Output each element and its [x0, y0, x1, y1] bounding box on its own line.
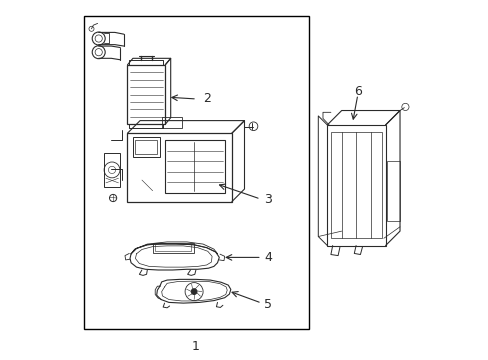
Bar: [84, 16, 309, 329]
Bar: [152, 243, 194, 253]
Text: 2: 2: [203, 93, 210, 105]
Text: 3: 3: [264, 193, 272, 206]
Bar: [165, 140, 224, 193]
Text: 1: 1: [192, 340, 200, 353]
Text: 4: 4: [264, 251, 272, 264]
Bar: [330, 132, 381, 238]
Bar: [162, 117, 181, 128]
Text: 6: 6: [353, 85, 361, 98]
Bar: [155, 244, 191, 251]
Bar: [104, 153, 120, 187]
Bar: [133, 137, 160, 157]
Bar: [135, 140, 157, 154]
Circle shape: [191, 289, 197, 294]
Bar: [127, 65, 165, 124]
Bar: [326, 125, 385, 246]
Text: 5: 5: [264, 298, 272, 311]
Bar: [386, 161, 399, 221]
Bar: [127, 133, 231, 202]
